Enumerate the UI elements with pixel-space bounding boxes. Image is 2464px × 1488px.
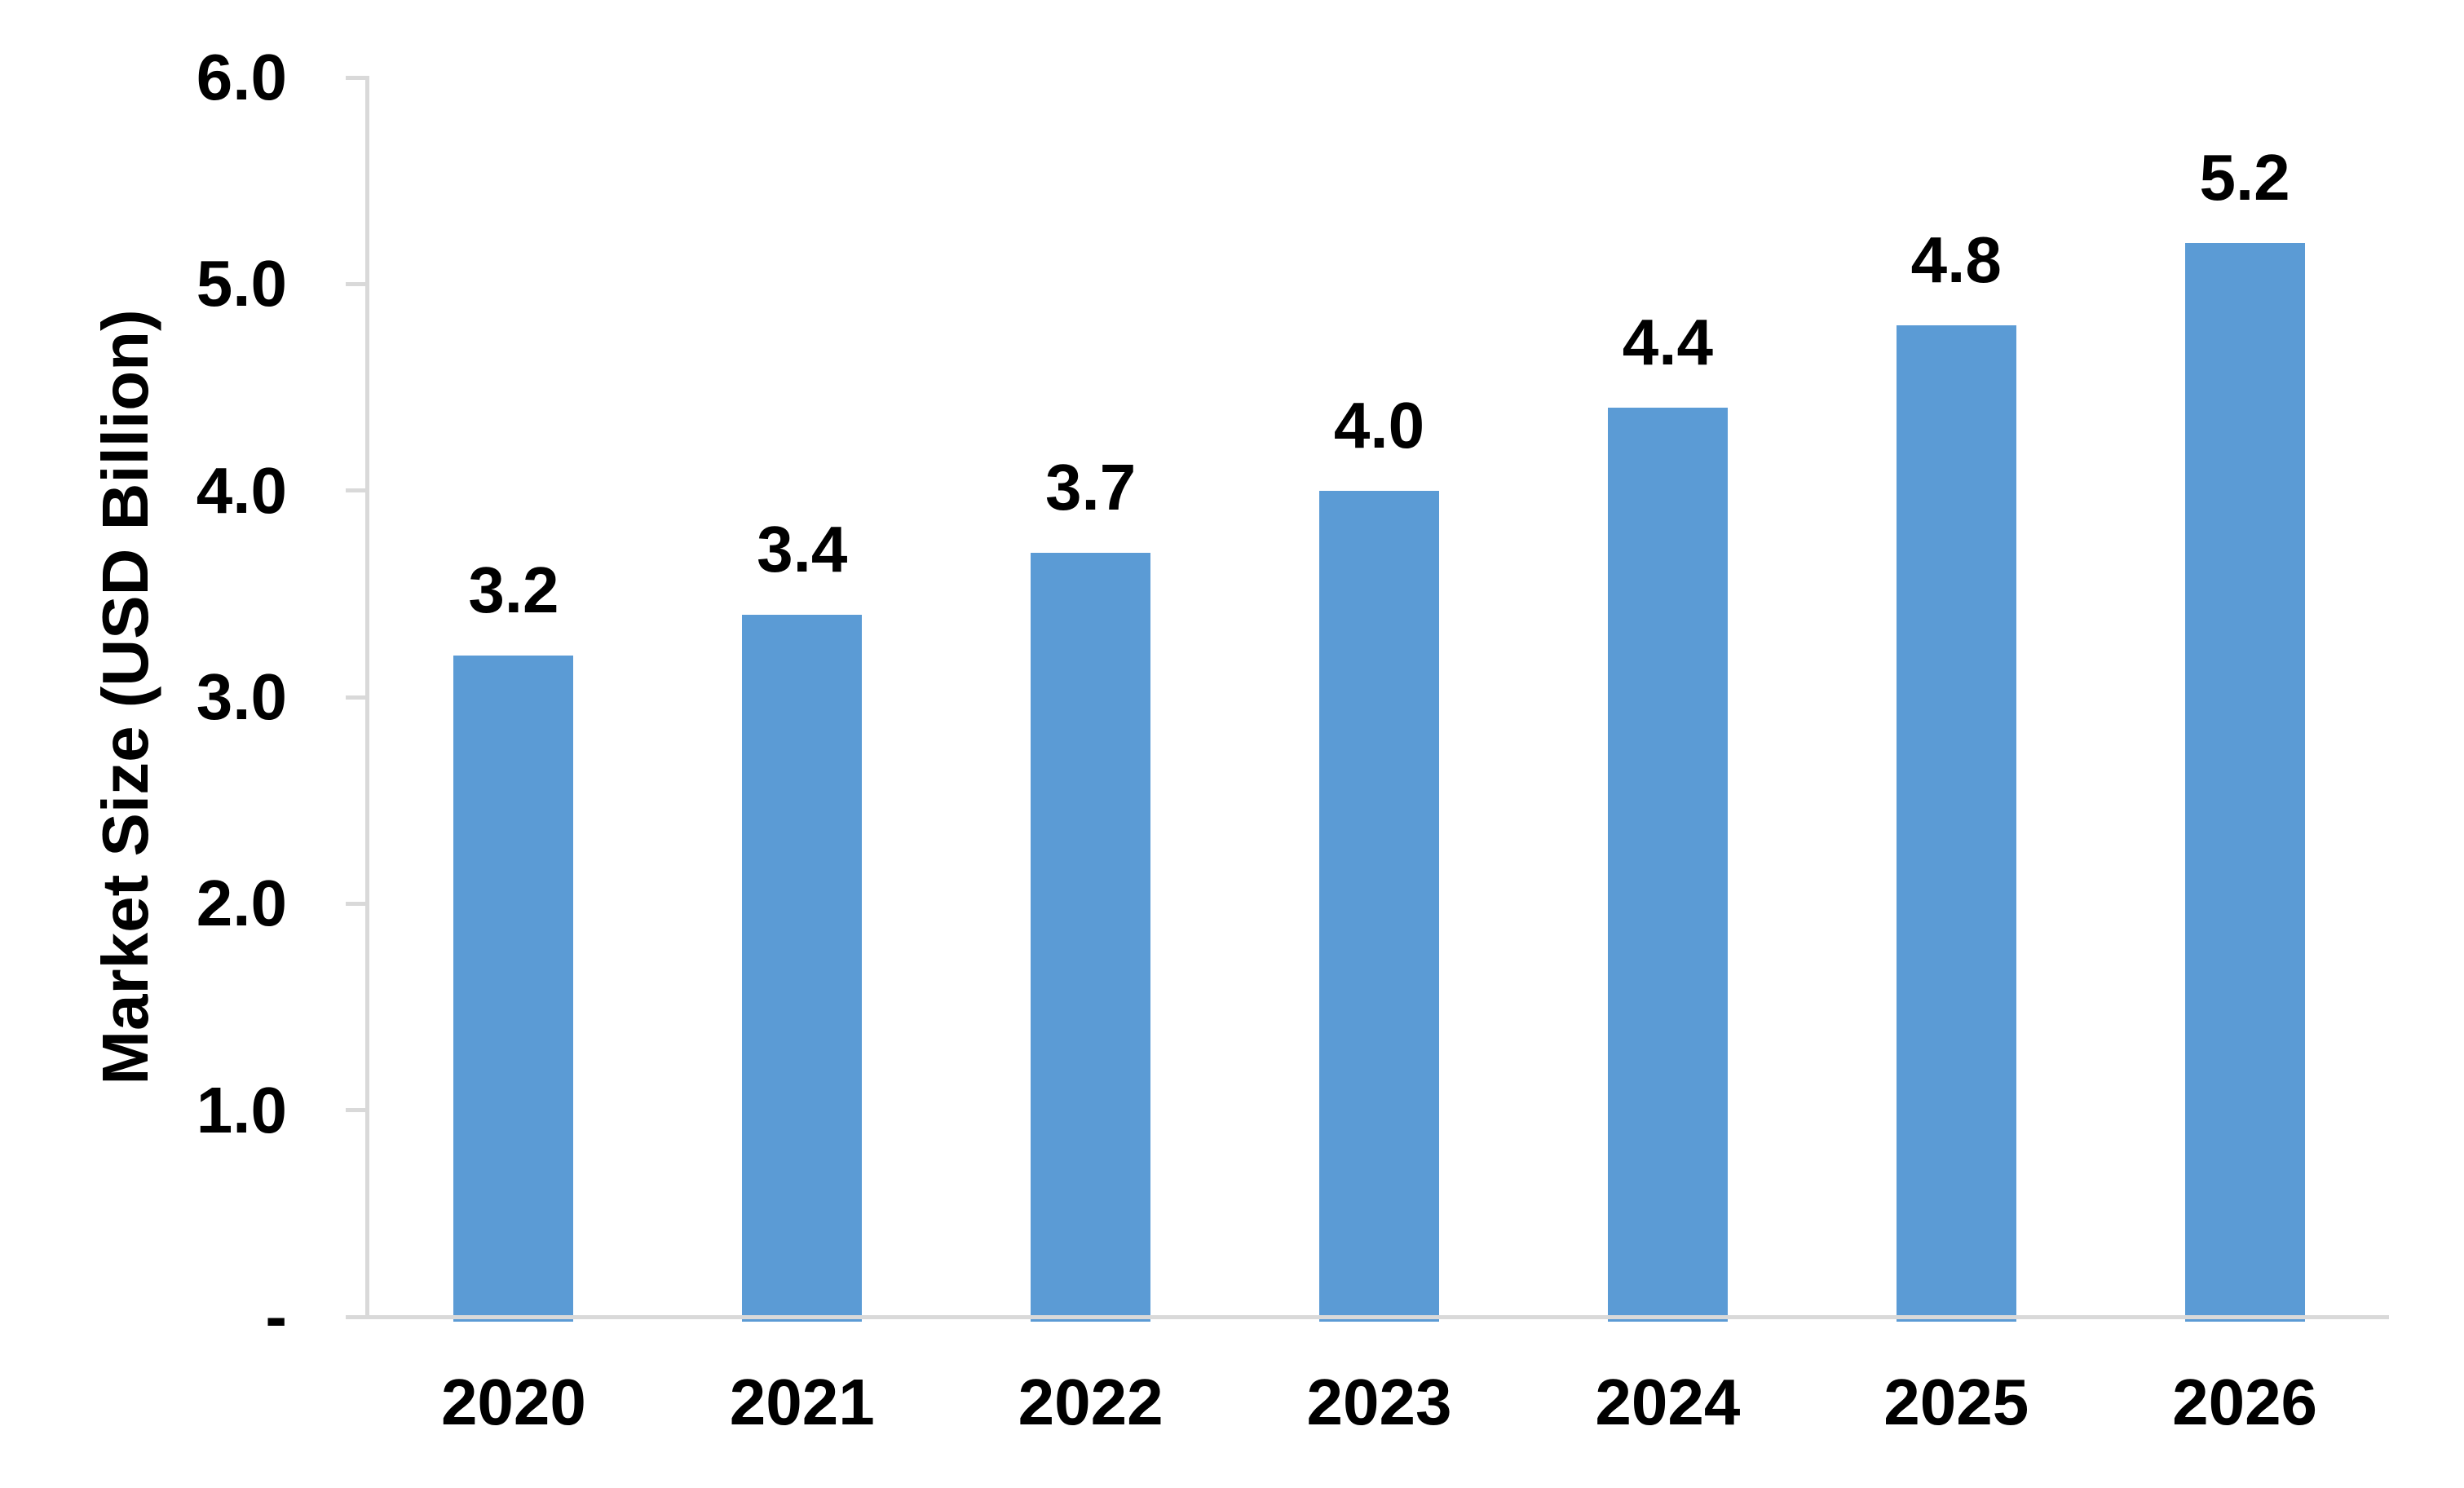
y-axis-tick xyxy=(346,75,369,80)
y-axis-tick xyxy=(346,488,369,493)
x-axis-label-2024: 2024 xyxy=(1595,1366,1741,1438)
y-axis-tick-label: 3.0 xyxy=(196,660,287,733)
y-axis-tick xyxy=(346,281,369,286)
bar-2026 xyxy=(2184,242,2305,1322)
y-axis-tick-label: 4.0 xyxy=(196,453,287,527)
bar-2021 xyxy=(742,614,863,1322)
y-axis-tick xyxy=(346,1108,369,1113)
bar-value-label-2024: 4.4 xyxy=(1622,306,1713,379)
x-axis-label-2025: 2025 xyxy=(1883,1366,2029,1438)
y-axis-tick-label: 5.0 xyxy=(196,247,287,320)
y-axis-tick-label: - xyxy=(265,1280,287,1353)
y-axis-tick xyxy=(346,1314,369,1319)
bar-value-label-2026: 5.2 xyxy=(2199,140,2290,214)
y-axis-tick-label: 1.0 xyxy=(196,1073,287,1146)
x-axis-label-2026: 2026 xyxy=(2172,1366,2318,1438)
x-axis-line xyxy=(346,1315,2389,1319)
bar-value-label-2025: 4.8 xyxy=(1910,223,2002,297)
bar-2020 xyxy=(453,656,574,1322)
bar-2022 xyxy=(1031,552,1151,1322)
x-axis-label-2020: 2020 xyxy=(440,1366,586,1438)
y-axis-tick xyxy=(346,901,369,906)
bar-value-label-2022: 3.7 xyxy=(1045,450,1137,523)
bar-value-label-2023: 4.0 xyxy=(1333,388,1425,461)
x-axis-label-2022: 2022 xyxy=(1018,1366,1164,1438)
bar-2024 xyxy=(1607,408,1728,1322)
y-axis-tick-label: 2.0 xyxy=(196,867,287,940)
x-axis-label-2023: 2023 xyxy=(1306,1366,1452,1438)
y-axis-tick xyxy=(346,695,369,700)
y-axis-tick-label: 6.0 xyxy=(196,41,287,114)
bar-2025 xyxy=(1896,325,2016,1322)
bar-2023 xyxy=(1319,490,1439,1322)
bar-value-label-2021: 3.4 xyxy=(757,512,848,585)
bar-value-label-2020: 3.2 xyxy=(468,554,559,627)
x-axis-label-2021: 2021 xyxy=(729,1366,875,1438)
